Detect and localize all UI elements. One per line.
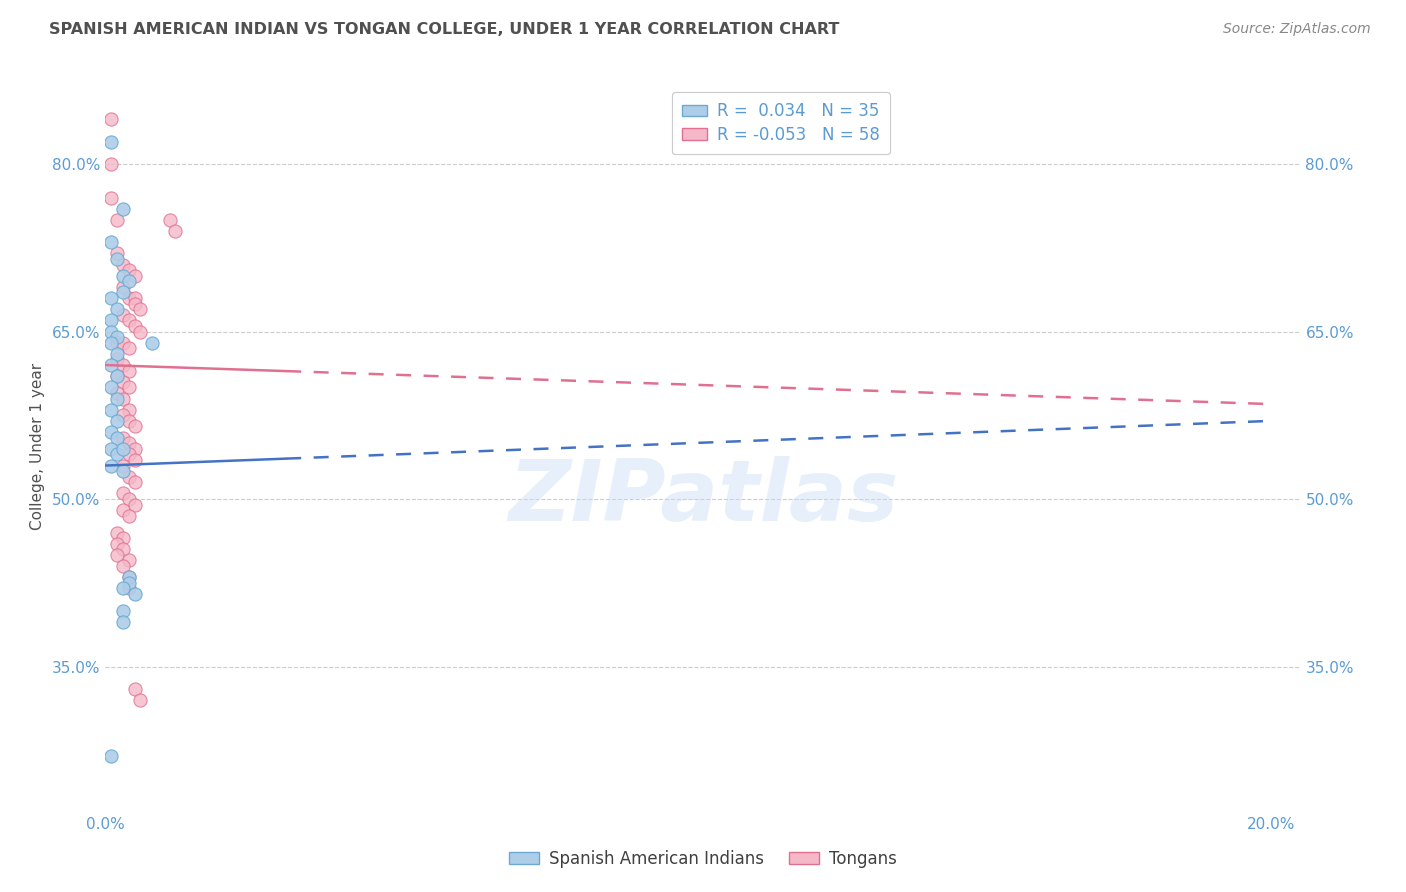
Point bbox=[124, 498, 146, 512]
Point bbox=[124, 681, 146, 696]
Point bbox=[100, 112, 122, 127]
Point bbox=[105, 212, 128, 227]
Point bbox=[118, 436, 141, 450]
Point bbox=[111, 582, 134, 596]
Point bbox=[111, 280, 134, 294]
Point bbox=[111, 503, 134, 517]
Point bbox=[118, 469, 141, 483]
Point bbox=[118, 553, 141, 567]
Point bbox=[111, 615, 134, 629]
Point bbox=[111, 335, 134, 350]
Point bbox=[100, 425, 122, 439]
Point bbox=[105, 347, 128, 361]
Text: SPANISH AMERICAN INDIAN VS TONGAN COLLEGE, UNDER 1 YEAR CORRELATION CHART: SPANISH AMERICAN INDIAN VS TONGAN COLLEG… bbox=[49, 22, 839, 37]
Point bbox=[118, 313, 141, 327]
Point bbox=[100, 358, 122, 372]
Point bbox=[141, 335, 163, 350]
Point bbox=[118, 570, 141, 584]
Point bbox=[124, 453, 146, 467]
Point bbox=[111, 285, 134, 300]
Point bbox=[100, 313, 122, 327]
Point bbox=[118, 575, 141, 590]
Point bbox=[105, 431, 128, 445]
Point bbox=[100, 325, 122, 339]
Text: ZIPatlas: ZIPatlas bbox=[508, 456, 898, 539]
Point bbox=[105, 414, 128, 428]
Point bbox=[111, 431, 134, 445]
Point bbox=[100, 748, 122, 763]
Point bbox=[100, 157, 122, 171]
Point bbox=[118, 380, 141, 394]
Point bbox=[118, 570, 141, 584]
Point bbox=[159, 212, 181, 227]
Point bbox=[105, 392, 128, 406]
Legend: Spanish American Indians, Tongans: Spanish American Indians, Tongans bbox=[502, 844, 904, 875]
Point bbox=[100, 135, 122, 149]
Point bbox=[100, 402, 122, 417]
Point bbox=[129, 325, 152, 339]
Point bbox=[105, 330, 128, 344]
Point bbox=[111, 531, 134, 545]
Point bbox=[129, 302, 152, 317]
Point bbox=[165, 224, 187, 238]
Point bbox=[111, 486, 134, 500]
Point bbox=[100, 291, 122, 305]
Point bbox=[105, 447, 128, 461]
Y-axis label: College, Under 1 year: College, Under 1 year bbox=[30, 362, 45, 530]
Point bbox=[111, 442, 134, 456]
Legend: R =  0.034   N = 35, R = -0.053   N = 58: R = 0.034 N = 35, R = -0.053 N = 58 bbox=[672, 92, 890, 154]
Point bbox=[111, 358, 134, 372]
Point bbox=[105, 252, 128, 266]
Point bbox=[118, 491, 141, 506]
Point bbox=[111, 542, 134, 557]
Point bbox=[111, 308, 134, 322]
Point bbox=[111, 464, 134, 478]
Point bbox=[124, 296, 146, 310]
Point bbox=[124, 442, 146, 456]
Point bbox=[118, 402, 141, 417]
Point bbox=[100, 235, 122, 250]
Point bbox=[129, 693, 152, 707]
Point bbox=[124, 291, 146, 305]
Point bbox=[105, 548, 128, 562]
Point bbox=[124, 587, 146, 601]
Point bbox=[105, 302, 128, 317]
Point bbox=[124, 268, 146, 283]
Point bbox=[111, 604, 134, 618]
Point bbox=[118, 291, 141, 305]
Point bbox=[111, 559, 134, 574]
Point bbox=[118, 414, 141, 428]
Point bbox=[118, 363, 141, 377]
Point bbox=[118, 508, 141, 523]
Point bbox=[100, 335, 122, 350]
Point bbox=[100, 190, 122, 204]
Point bbox=[111, 375, 134, 389]
Point bbox=[100, 458, 122, 473]
Point bbox=[124, 475, 146, 490]
Point bbox=[118, 274, 141, 288]
Point bbox=[100, 380, 122, 394]
Point bbox=[100, 442, 122, 456]
Point bbox=[118, 582, 141, 596]
Point bbox=[111, 202, 134, 216]
Point bbox=[118, 341, 141, 355]
Point bbox=[105, 335, 128, 350]
Point bbox=[105, 369, 128, 384]
Point bbox=[118, 447, 141, 461]
Point bbox=[111, 258, 134, 272]
Point bbox=[105, 369, 128, 384]
Point bbox=[111, 409, 134, 423]
Point bbox=[105, 386, 128, 401]
Point bbox=[105, 246, 128, 260]
Point bbox=[105, 525, 128, 540]
Point bbox=[111, 268, 134, 283]
Text: Source: ZipAtlas.com: Source: ZipAtlas.com bbox=[1223, 22, 1371, 37]
Point bbox=[111, 458, 134, 473]
Point bbox=[124, 318, 146, 333]
Point bbox=[105, 537, 128, 551]
Point bbox=[105, 352, 128, 367]
Point bbox=[111, 392, 134, 406]
Point bbox=[118, 263, 141, 277]
Point bbox=[124, 419, 146, 434]
